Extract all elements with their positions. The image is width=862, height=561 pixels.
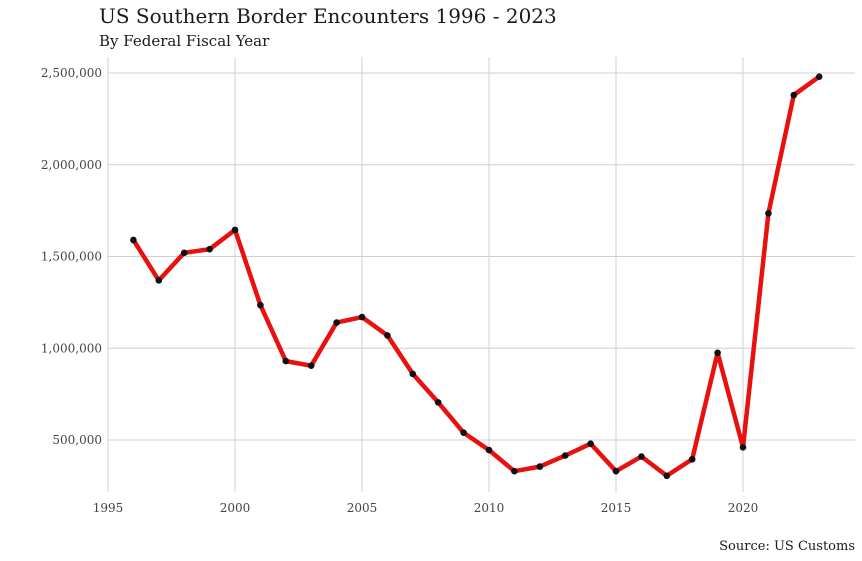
x-tick-label: 2020 — [728, 501, 759, 515]
x-axis-ticks: 1995 2000 2005 2010 2015 2020 — [93, 501, 759, 515]
data-point — [384, 332, 391, 339]
data-point — [130, 236, 137, 244]
y-tick-label: 1,500,000 — [41, 250, 102, 264]
data-point — [587, 440, 594, 447]
data-point — [206, 245, 213, 253]
data-point — [612, 467, 620, 475]
series-layer — [131, 74, 822, 479]
y-tick-label: 2,500,000 — [41, 66, 102, 80]
data-point — [790, 91, 798, 99]
y-tick-label: 500,000 — [52, 433, 102, 447]
grid — [107, 57, 855, 492]
point-layer — [130, 73, 823, 480]
data-point — [815, 73, 823, 80]
data-point — [434, 399, 442, 406]
data-point — [765, 210, 772, 217]
data-point — [714, 349, 721, 357]
data-point — [511, 467, 518, 475]
data-point — [358, 313, 366, 321]
data-point — [257, 301, 264, 309]
data-point — [460, 429, 467, 436]
x-tick-label: 2010 — [474, 501, 505, 515]
data-point — [739, 444, 747, 451]
data-point — [536, 463, 544, 470]
data-point — [409, 370, 417, 378]
data-point — [561, 452, 569, 459]
data-point — [663, 472, 671, 480]
data-point — [638, 453, 645, 460]
data-point — [155, 277, 163, 284]
x-tick-label: 2015 — [601, 501, 632, 515]
data-point — [282, 357, 290, 365]
chart-caption: Source: US Customs — [719, 539, 855, 554]
x-tick-label: 1995 — [93, 501, 124, 515]
y-axis-ticks: 500,000 1,000,000 1,500,000 2,000,000 2,500,… — [41, 66, 102, 447]
data-point — [688, 455, 696, 463]
data-point — [307, 362, 315, 369]
x-tick-label: 2005 — [347, 501, 378, 515]
data-point — [180, 249, 188, 257]
y-tick-label: 1,000,000 — [41, 341, 102, 355]
data-point — [231, 226, 239, 234]
series-line — [131, 74, 822, 479]
data-point — [333, 319, 340, 326]
chart-subtitle: By Federal Fiscal Year — [99, 32, 270, 50]
y-tick-label: 2,000,000 — [41, 158, 102, 172]
data-point — [485, 446, 493, 454]
x-tick-label: 2000 — [220, 501, 251, 515]
chart-title: US Southern Border Encounters 1996 - 202… — [99, 4, 557, 28]
